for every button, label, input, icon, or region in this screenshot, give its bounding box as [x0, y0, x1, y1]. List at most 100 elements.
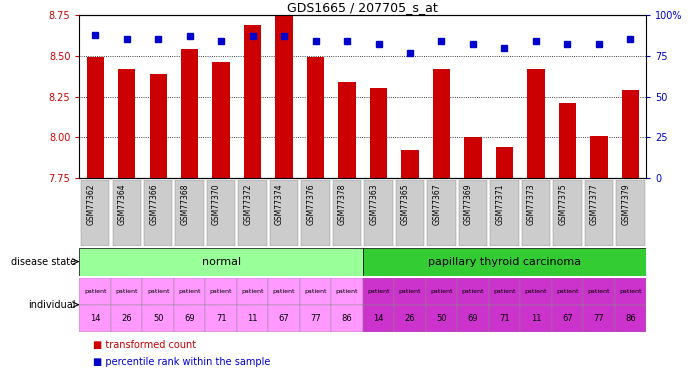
Text: 50: 50	[153, 314, 163, 323]
Text: patient: patient	[367, 289, 390, 294]
Bar	[426, 278, 457, 304]
Bar	[396, 180, 424, 246]
Text: GSM77362: GSM77362	[86, 183, 95, 225]
Bar	[489, 278, 520, 304]
Text: patient: patient	[210, 289, 232, 294]
Text: 11: 11	[531, 314, 541, 323]
Text: 14: 14	[90, 314, 100, 323]
Text: patient: patient	[524, 289, 547, 294]
Bar	[174, 278, 205, 304]
Text: patient: patient	[336, 289, 359, 294]
Bar	[553, 180, 582, 246]
Bar	[205, 304, 237, 332]
Text: GSM77376: GSM77376	[307, 183, 316, 225]
Bar	[622, 90, 639, 178]
Text: individual: individual	[28, 300, 76, 310]
Text: ■ transformed count: ■ transformed count	[93, 340, 196, 350]
Bar	[142, 278, 174, 304]
Bar	[181, 49, 198, 178]
Text: GSM77363: GSM77363	[370, 183, 379, 225]
Bar	[363, 278, 395, 304]
Bar	[144, 180, 172, 246]
Text: patient: patient	[273, 289, 295, 294]
Text: patient: patient	[178, 289, 201, 294]
Bar	[174, 304, 205, 332]
Text: patient: patient	[241, 289, 264, 294]
Bar	[491, 180, 518, 246]
Bar	[616, 180, 645, 246]
Text: GSM77374: GSM77374	[275, 183, 284, 225]
Bar	[395, 278, 426, 304]
Bar	[559, 103, 576, 178]
Bar	[237, 278, 268, 304]
Bar	[489, 304, 520, 332]
Text: GSM77369: GSM77369	[464, 183, 473, 225]
Bar	[614, 278, 646, 304]
Bar	[464, 137, 482, 178]
Bar	[244, 25, 261, 178]
Text: 26: 26	[122, 314, 132, 323]
Bar	[522, 180, 550, 246]
Bar	[301, 180, 330, 246]
Bar	[300, 304, 331, 332]
Bar	[590, 136, 607, 178]
Text: GSM77379: GSM77379	[621, 183, 630, 225]
Bar	[118, 69, 135, 178]
Text: patient: patient	[399, 289, 422, 294]
Text: 50: 50	[436, 314, 446, 323]
Bar	[527, 69, 545, 178]
Text: GSM77365: GSM77365	[401, 183, 410, 225]
Bar	[300, 278, 331, 304]
Text: GSM77366: GSM77366	[149, 183, 158, 225]
Bar	[86, 57, 104, 178]
Bar	[363, 248, 646, 276]
Bar	[395, 304, 426, 332]
Text: GSM77364: GSM77364	[117, 183, 126, 225]
Text: 11: 11	[247, 314, 258, 323]
Text: 26: 26	[405, 314, 415, 323]
Bar	[268, 304, 300, 332]
Bar	[339, 82, 356, 178]
Bar	[427, 180, 455, 246]
Bar	[176, 180, 204, 246]
Bar	[583, 304, 614, 332]
Bar	[331, 278, 363, 304]
Text: normal: normal	[202, 256, 240, 267]
Text: 86: 86	[625, 314, 636, 323]
Bar	[520, 304, 551, 332]
Bar	[237, 304, 268, 332]
Bar	[457, 278, 489, 304]
Bar	[520, 278, 551, 304]
Text: 67: 67	[562, 314, 573, 323]
Text: patient: patient	[619, 289, 642, 294]
Bar	[142, 304, 174, 332]
Bar	[585, 180, 613, 246]
Bar	[79, 304, 111, 332]
Bar	[276, 0, 293, 178]
Text: GSM77370: GSM77370	[212, 183, 221, 225]
Text: 71: 71	[499, 314, 510, 323]
Text: 71: 71	[216, 314, 227, 323]
Bar	[238, 180, 267, 246]
Bar	[370, 88, 387, 178]
Bar	[583, 278, 614, 304]
Text: GSM77367: GSM77367	[433, 183, 442, 225]
Bar	[551, 278, 583, 304]
Bar	[207, 180, 235, 246]
Text: GSM77368: GSM77368	[180, 183, 189, 225]
Text: GSM77371: GSM77371	[495, 183, 504, 225]
Bar	[307, 57, 324, 178]
Text: 77: 77	[310, 314, 321, 323]
Text: 69: 69	[184, 314, 195, 323]
Text: 69: 69	[468, 314, 478, 323]
Bar	[149, 74, 167, 178]
Bar	[268, 278, 300, 304]
Bar	[79, 278, 111, 304]
Bar	[495, 147, 513, 178]
Text: disease state: disease state	[11, 256, 76, 267]
Text: patient: patient	[84, 289, 106, 294]
Text: GSM77372: GSM77372	[244, 183, 253, 225]
Text: 14: 14	[373, 314, 384, 323]
Bar	[333, 180, 361, 246]
Title: GDS1665 / 207705_s_at: GDS1665 / 207705_s_at	[287, 1, 438, 14]
